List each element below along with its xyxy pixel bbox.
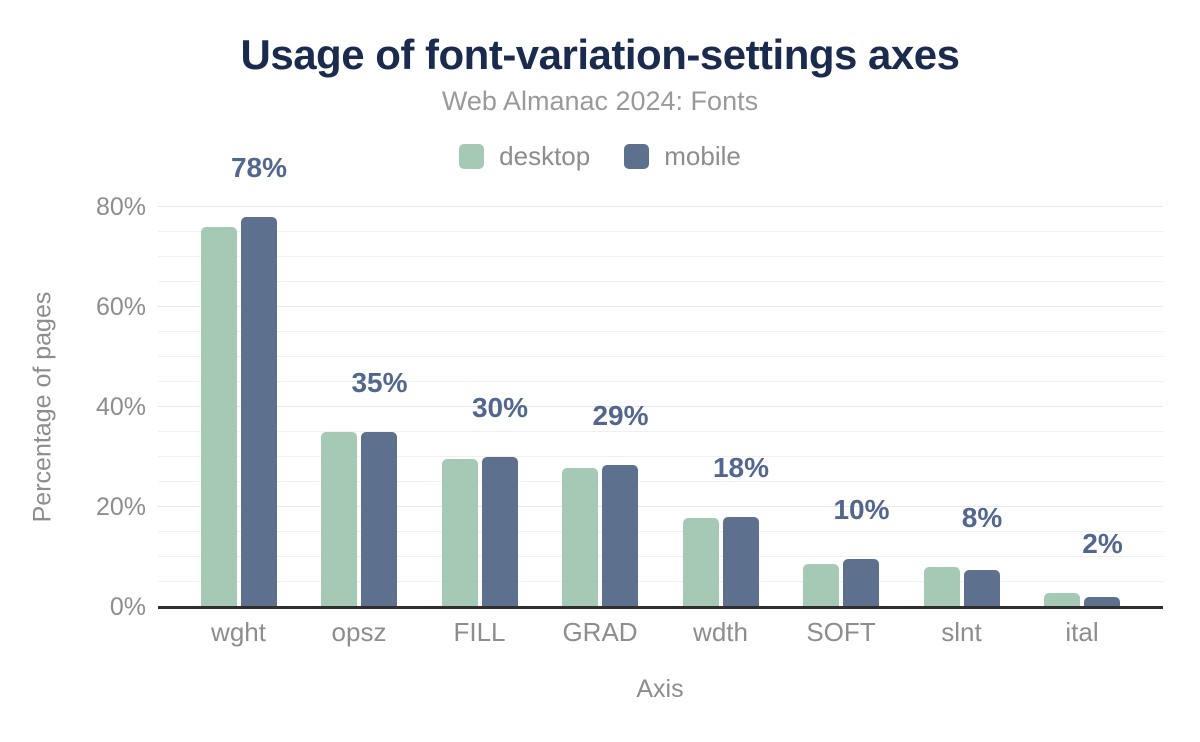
- legend-label-mobile: mobile: [664, 141, 741, 171]
- gridline-45: [158, 381, 1163, 382]
- gridline-40: [158, 406, 1163, 407]
- x-category-label-slnt: slnt: [941, 617, 982, 647]
- bar-mobile-FILL: [481, 456, 518, 607]
- gridline-5: [158, 581, 1163, 582]
- plot-area: 78% 35% 30% 29% 18% 10% 8% 2%: [158, 153, 1163, 609]
- gridline-65: [158, 281, 1163, 282]
- legend-swatch-mobile: [624, 144, 650, 169]
- bar-desktop-slnt: [923, 567, 960, 607]
- x-category-label-wdth: wdth: [693, 617, 748, 647]
- bar-mobile-GRAD: [602, 464, 638, 607]
- x-category-label-SOFT: SOFT: [806, 617, 876, 647]
- gridline-20: [158, 506, 1163, 507]
- bar-mobile-SOFT: [843, 559, 879, 607]
- legend-item-desktop: desktop: [459, 141, 590, 172]
- y-tick-label-60: 60%: [95, 293, 146, 321]
- gridline-15: [158, 531, 1163, 532]
- bar-desktop-ital: [1044, 592, 1080, 607]
- x-category-label-ital: ital: [1065, 617, 1099, 647]
- bar-mobile-wght: [240, 217, 277, 607]
- bar-mobile-slnt: [963, 569, 1000, 607]
- bar-desktop-wght: [200, 227, 237, 607]
- bar-value-label-wdth: 18%: [712, 452, 770, 483]
- x-category-label-GRAD: GRAD: [562, 617, 638, 647]
- bar-mobile-wdth: [722, 517, 759, 607]
- gridline-60: [158, 306, 1163, 307]
- bar-desktop-SOFT: [803, 563, 839, 607]
- gridline-75: [158, 231, 1163, 232]
- x-category-label-wght: wght: [211, 617, 266, 647]
- y-tick-label-20: 20%: [95, 493, 146, 521]
- bar-desktop-opsz: [321, 432, 357, 607]
- chart-title: Usage of font-variation-settings axes: [240, 31, 960, 78]
- bar-value-label-slnt: 8%: [961, 502, 1003, 533]
- gridline-25: [158, 481, 1163, 482]
- bar-desktop-GRAD: [562, 468, 598, 607]
- bar-mobile-ital: [1084, 596, 1120, 607]
- y-tick-label-0: 0%: [109, 593, 146, 621]
- x-axis-title: Axis: [636, 675, 684, 703]
- legend-swatch-desktop: [459, 144, 485, 169]
- x-axis-line: [158, 606, 1163, 609]
- x-category-label-opsz: opsz: [331, 617, 387, 647]
- bar-mobile-opsz: [361, 432, 397, 607]
- y-tick-label-40: 40%: [95, 393, 146, 421]
- bar-desktop-FILL: [441, 458, 478, 607]
- x-category-label-FILL: FILL: [453, 617, 506, 647]
- gridline-30: [158, 456, 1163, 457]
- gridline-80: [158, 206, 1163, 207]
- y-tick-label-80: 80%: [95, 193, 146, 221]
- gridline-55: [158, 331, 1163, 332]
- chart-subtitle: Web Almanac 2024: Fonts: [441, 86, 759, 116]
- legend: desktop mobile: [0, 141, 1200, 172]
- bar-value-label-SOFT: 10%: [833, 494, 890, 525]
- bar-value-label-ital: 2%: [1082, 527, 1123, 559]
- legend-label-desktop: desktop: [499, 141, 591, 171]
- bar-value-label-FILL: 30%: [471, 391, 529, 423]
- bar-value-label-opsz: 35%: [351, 367, 408, 398]
- gridline-70: [158, 256, 1163, 257]
- legend-item-mobile: mobile: [624, 141, 741, 172]
- gridline-10: [158, 556, 1163, 557]
- bar-desktop-wdth: [682, 517, 719, 607]
- gridline-35: [158, 431, 1163, 432]
- gridline-50: [158, 356, 1163, 357]
- bar-value-label-wght: 78%: [230, 152, 288, 183]
- bar-value-label-GRAD: 29%: [592, 399, 649, 431]
